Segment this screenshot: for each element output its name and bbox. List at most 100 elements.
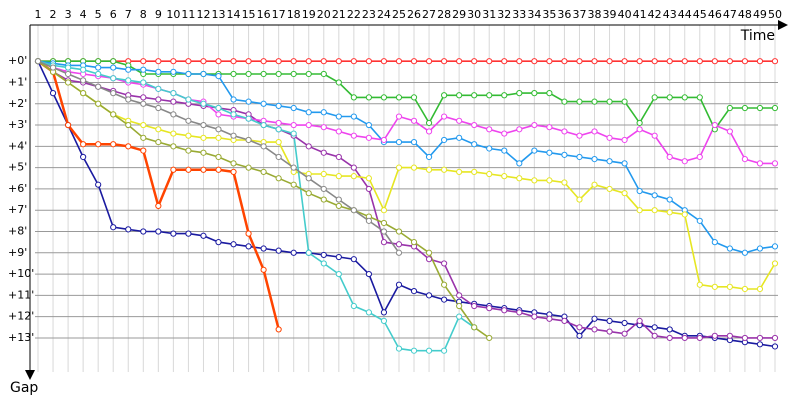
point-marker [245, 115, 252, 122]
point-marker [155, 58, 162, 65]
point-marker [170, 166, 177, 173]
point-marker [305, 190, 312, 197]
point-marker [456, 292, 463, 299]
point-marker [335, 202, 342, 210]
point-marker [230, 70, 237, 78]
point-marker [606, 158, 613, 165]
point-marker [636, 119, 643, 127]
point-marker [170, 98, 177, 105]
point-marker [501, 58, 508, 65]
point-marker [726, 283, 733, 290]
point-marker [561, 128, 568, 135]
point-marker [456, 92, 463, 99]
point-marker [621, 160, 628, 167]
point-marker [486, 305, 493, 312]
point-marker [666, 209, 673, 216]
point-marker [410, 117, 418, 124]
point-marker [170, 58, 177, 65]
point-marker [230, 96, 237, 103]
point-marker [756, 104, 764, 112]
point-marker [651, 207, 658, 214]
point-marker [741, 156, 749, 163]
point-marker [350, 94, 357, 101]
point-marker [471, 168, 478, 175]
x-tick-label: 6 [110, 8, 117, 21]
point-marker [546, 90, 553, 97]
point-marker [230, 132, 237, 139]
point-marker [320, 185, 327, 193]
point-marker [275, 175, 282, 182]
point-marker [395, 241, 403, 248]
y-tick-label: +10' [8, 267, 34, 280]
point-marker [185, 230, 192, 237]
point-marker [110, 224, 117, 231]
point-marker [275, 119, 282, 127]
point-marker [140, 58, 147, 65]
point-marker [531, 177, 538, 184]
point-marker [561, 179, 568, 186]
point-marker [170, 130, 177, 137]
point-marker [80, 77, 87, 84]
x-tick-label: 22 [347, 8, 361, 21]
point-marker [335, 113, 342, 120]
point-marker [320, 170, 327, 178]
point-marker [350, 302, 357, 310]
x-tick-label: 42 [648, 8, 662, 21]
point-marker [456, 58, 463, 65]
x-tick-label: 46 [708, 8, 722, 21]
point-marker [95, 58, 102, 65]
point-marker [380, 309, 388, 316]
point-marker [711, 239, 718, 246]
point-marker [576, 332, 583, 339]
point-marker [365, 175, 372, 182]
point-marker [425, 128, 433, 135]
x-tick-label: 45 [693, 8, 707, 21]
point-marker [350, 113, 357, 120]
point-marker [741, 334, 749, 342]
x-tick-label: 49 [753, 8, 767, 21]
point-marker [110, 141, 117, 148]
point-marker [471, 141, 478, 148]
point-marker [486, 126, 493, 133]
point-marker [606, 98, 613, 105]
x-tick-label: 9 [155, 8, 162, 21]
point-marker [350, 207, 357, 214]
point-marker [531, 58, 538, 65]
point-marker [756, 58, 764, 65]
x-tick-label: 15 [242, 8, 256, 21]
point-marker [95, 100, 102, 107]
point-marker [516, 309, 523, 316]
point-marker [230, 241, 237, 248]
point-marker [140, 147, 147, 154]
y-tick-label: +12' [8, 310, 34, 323]
lines [34, 58, 779, 354]
point-marker [395, 138, 403, 146]
point-marker [546, 177, 553, 184]
point-marker [395, 58, 403, 65]
x-tick-label: 1 [35, 8, 42, 21]
point-marker [200, 58, 207, 65]
point-marker [666, 326, 673, 333]
y-tick-label: +11' [8, 288, 34, 301]
point-marker [636, 207, 643, 214]
point-marker [425, 119, 433, 127]
point-marker [110, 111, 117, 118]
point-marker [125, 143, 132, 150]
point-marker [140, 66, 147, 73]
point-marker [425, 249, 433, 256]
point-marker [260, 168, 267, 175]
point-marker [516, 175, 523, 182]
point-marker [546, 58, 553, 65]
point-marker [185, 96, 192, 103]
x-tick-label: 16 [257, 8, 271, 21]
point-marker [185, 58, 192, 65]
point-marker [230, 168, 237, 175]
point-marker [425, 166, 433, 173]
point-marker [215, 239, 222, 246]
x-tick-label: 29 [452, 8, 466, 21]
point-marker [320, 251, 327, 259]
point-marker [696, 153, 703, 161]
point-marker [395, 281, 403, 288]
point-marker [516, 126, 523, 133]
